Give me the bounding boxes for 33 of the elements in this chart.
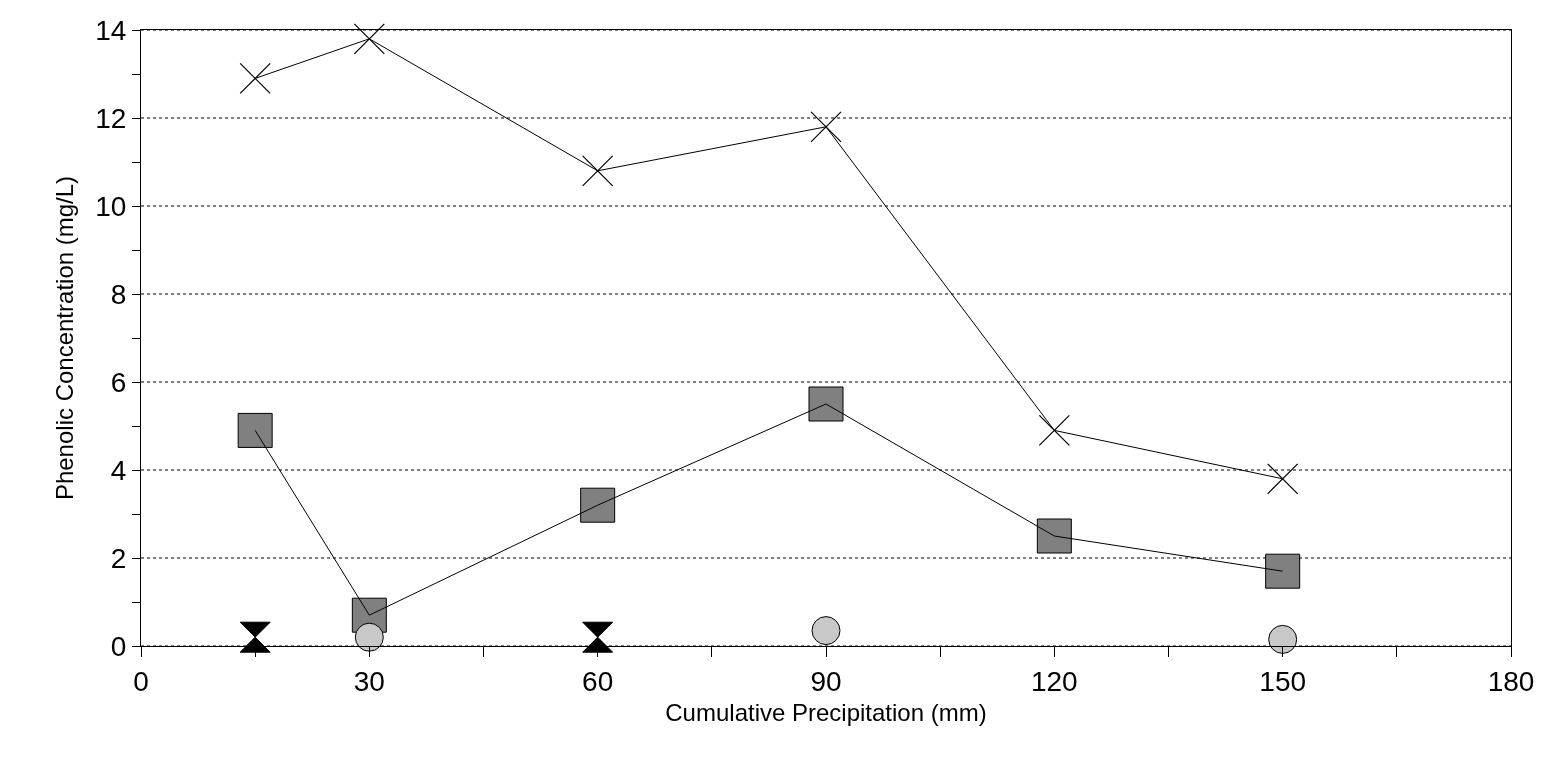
point [1268, 624, 1298, 654]
point [582, 621, 614, 653]
point [1265, 553, 1301, 589]
point [1267, 463, 1299, 495]
y-tick-label: 6 [110, 366, 127, 398]
y-tick-label: 2 [110, 542, 127, 574]
x-tick-label: 60 [582, 665, 614, 697]
point [1038, 414, 1070, 446]
point [810, 111, 842, 143]
x-tick-label: 120 [1030, 665, 1078, 697]
point [239, 62, 271, 94]
point [580, 487, 616, 523]
x-tick-label: 90 [810, 665, 842, 697]
x-tick-label: 0 [133, 665, 149, 697]
y-tick-label: 10 [95, 190, 127, 222]
point [239, 621, 271, 653]
point [353, 23, 385, 55]
point [808, 386, 844, 422]
x-axis-title: Cumulative Precipitation (mm) [665, 698, 987, 726]
y-tick-label: 8 [110, 278, 127, 310]
point [1036, 518, 1072, 554]
x-tick-label: 180 [1487, 665, 1535, 697]
y-tick-label: 14 [95, 14, 127, 46]
y-axis-title: Phenolic Concentration (mg/L) [51, 175, 79, 501]
x-tick-label: 30 [353, 665, 385, 697]
y-tick-label: 12 [95, 102, 127, 134]
y-tick-label: 4 [110, 454, 127, 486]
point [811, 616, 841, 646]
point [237, 412, 273, 448]
y-tick-label: 0 [110, 630, 127, 662]
point [354, 622, 384, 652]
x-tick-label: 150 [1259, 665, 1307, 697]
point [582, 155, 614, 187]
